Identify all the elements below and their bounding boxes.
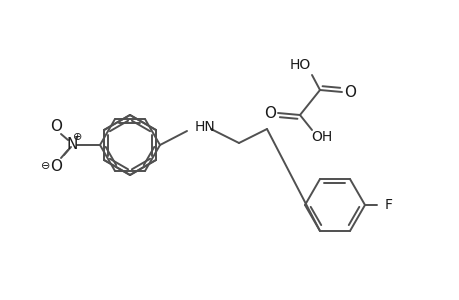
Text: F: F [384,198,392,212]
Text: N: N [66,136,78,152]
Text: HO: HO [289,58,310,72]
Text: HN: HN [195,120,215,134]
Text: ⊖: ⊖ [41,161,50,171]
Text: OH: OH [311,130,332,144]
Text: O: O [263,106,275,121]
Text: O: O [50,158,62,173]
Text: ⊕: ⊕ [73,132,83,142]
Text: O: O [343,85,355,100]
Text: O: O [50,118,62,134]
